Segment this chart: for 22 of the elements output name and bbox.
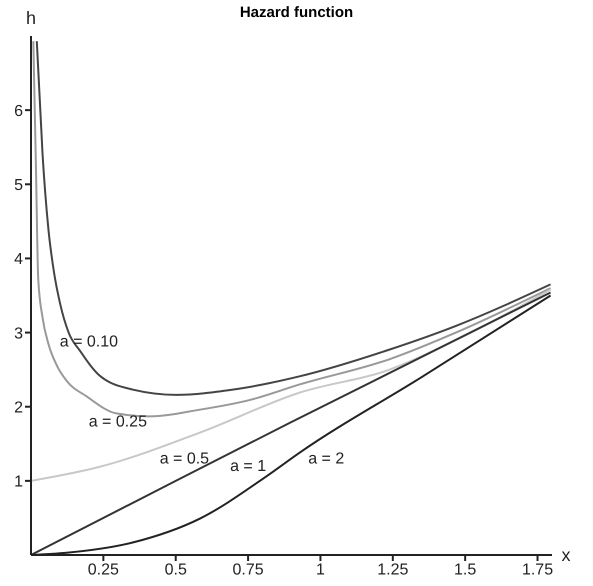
x-tick-label: 1 — [316, 561, 325, 578]
x-tick-label: 0.25 — [88, 561, 120, 578]
y-tick-label: 5 — [14, 176, 24, 194]
chart-title: Hazard function — [240, 4, 354, 21]
x-tick-label: 1.75 — [522, 561, 554, 578]
y-tick-label: 3 — [14, 325, 24, 342]
series-label: a = 0.25 — [88, 414, 148, 431]
x-tick-label: 1.5 — [454, 561, 476, 578]
y-tick-label: 2 — [14, 399, 24, 416]
series-label: a = 1 — [230, 458, 266, 476]
y-tick-label: 4 — [14, 251, 24, 268]
series-label: a = 0.5 — [160, 450, 210, 468]
y-axis-title: h — [26, 8, 36, 28]
line-series — [31, 288, 552, 482]
x-tick-label: 0.5 — [164, 561, 187, 578]
y-tick-label: 1 — [14, 474, 24, 491]
x-axis-title: x — [562, 545, 570, 565]
x-tick-label: 0.75 — [232, 561, 264, 578]
y-tick-label: 6 — [14, 102, 24, 120]
series-label: a = 0.10 — [60, 333, 118, 350]
series-label: a = 2 — [308, 450, 344, 468]
x-tick-label: 1.25 — [377, 561, 408, 578]
